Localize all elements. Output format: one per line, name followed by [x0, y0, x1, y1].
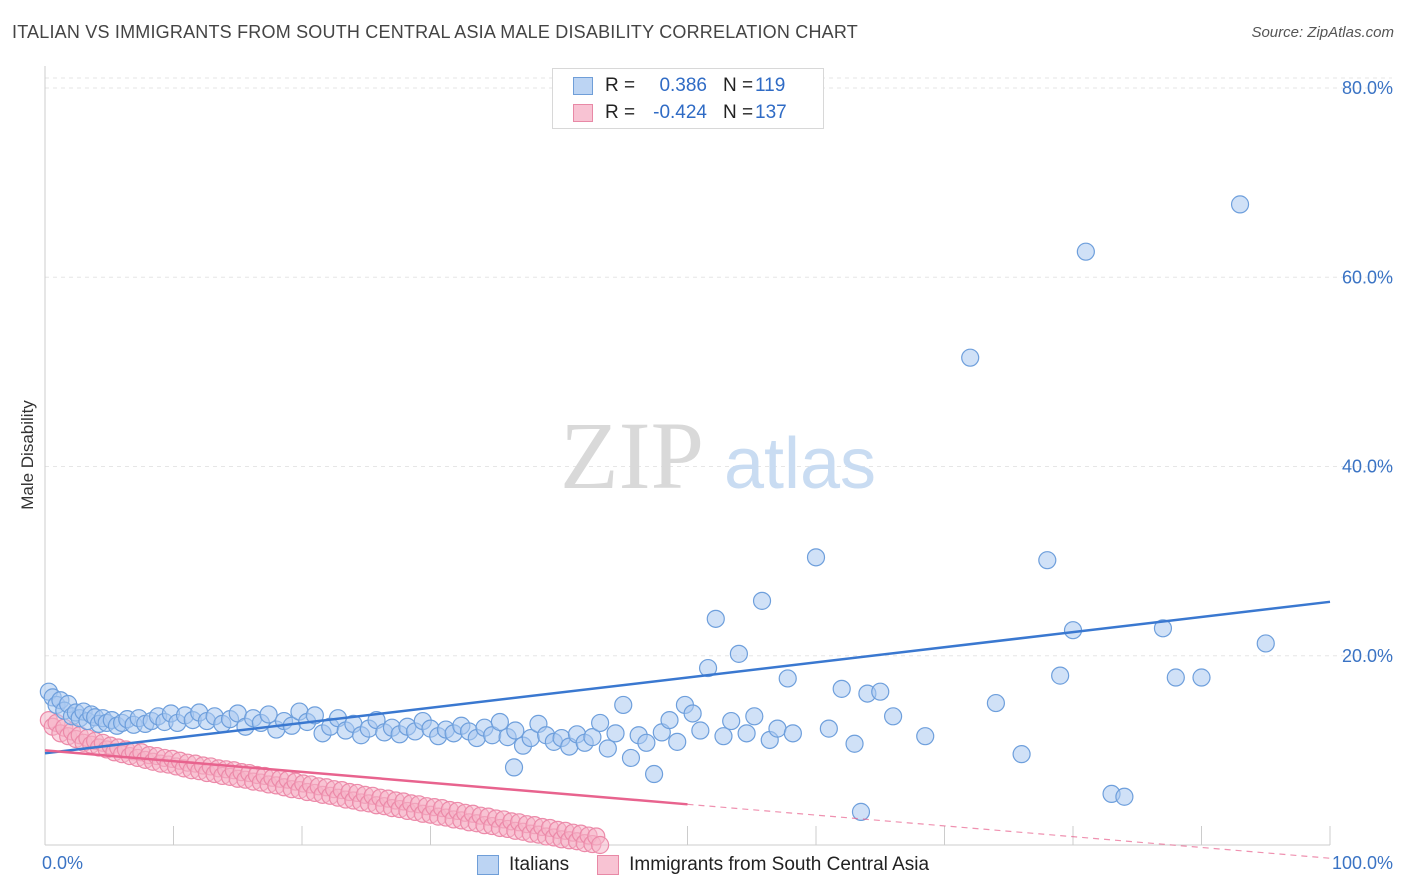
italians-point	[714, 727, 733, 746]
series-immigrants	[39, 710, 610, 855]
legend-item-italians[interactable]: Italians	[476, 854, 570, 876]
trend-lines	[44, 600, 1331, 859]
italians-point	[606, 724, 625, 743]
watermark: ZIP atlas	[560, 402, 876, 509]
y-tick-label: 20.0%	[1342, 646, 1393, 666]
italians-legend-swatch	[476, 855, 499, 875]
italians-trend-line	[44, 600, 1331, 755]
italians-point	[1038, 551, 1057, 570]
italians-point	[305, 706, 324, 725]
italians-point	[722, 711, 741, 731]
r-label: R =	[605, 102, 636, 123]
italians-point	[778, 669, 797, 688]
n-value: 119	[755, 75, 786, 96]
italians-point	[591, 713, 610, 733]
r-value: -0.424	[653, 102, 707, 123]
italians-point	[1153, 619, 1173, 638]
italians-point	[644, 764, 664, 784]
italians-point	[832, 679, 851, 698]
y-tick-label: 60.0%	[1342, 267, 1393, 287]
chart-title: ITALIAN VS IMMIGRANTS FROM SOUTH CENTRAL…	[12, 22, 858, 42]
r-value: 0.386	[659, 75, 707, 96]
r-label: R =	[605, 75, 636, 96]
italians-point	[745, 707, 764, 726]
italians-point	[1115, 787, 1134, 806]
italians-point	[683, 704, 702, 723]
italians-point	[691, 721, 710, 740]
gridlines	[45, 77, 1392, 657]
series-italians	[39, 195, 1275, 821]
immigrants-legend-swatch	[597, 855, 620, 875]
italians-point	[583, 728, 602, 747]
italians-point	[752, 591, 772, 610]
immigrants-swatch	[573, 104, 593, 122]
legend-label-immigrants: Immigrants from South Central Asia	[629, 854, 930, 875]
italians-point	[660, 710, 679, 730]
italians-point	[1166, 668, 1185, 687]
tick-labels: 20.0% 40.0% 60.0% 80.0% 0.0% 100.0%	[42, 78, 1393, 873]
italians-point	[614, 695, 633, 715]
italians-point	[819, 719, 838, 738]
legend-item-immigrants[interactable]: Immigrants from South Central Asia	[597, 854, 929, 876]
italians-point	[706, 609, 725, 628]
italians-point	[1192, 668, 1211, 687]
italians-point	[806, 548, 826, 567]
watermark-atlas: atlas	[724, 424, 876, 504]
italians-swatch	[573, 77, 593, 95]
italians-point	[961, 348, 980, 367]
italians-point	[737, 724, 756, 743]
italians-point	[729, 644, 749, 663]
italians-point	[621, 748, 641, 768]
n-value: 137	[755, 102, 787, 123]
italians-point	[668, 732, 687, 751]
stats-legend: R = 0.386 N = 119 R = -0.424 N = 137	[552, 68, 824, 129]
stats-row-italians: R = 0.386 N = 119	[573, 74, 785, 98]
x-tick-label-min: 0.0%	[42, 853, 83, 873]
italians-point	[504, 758, 524, 777]
immigrants-trend-extension	[687, 803, 1331, 859]
immigrants-point	[591, 835, 610, 855]
italians-point	[1051, 666, 1070, 685]
legend-label-italians: Italians	[508, 854, 570, 875]
italians-point	[1076, 242, 1095, 261]
x-tick-label-max: 100.0%	[1332, 853, 1393, 873]
italians-point	[851, 802, 871, 821]
italians-point	[259, 705, 278, 724]
italians-point	[768, 719, 787, 738]
italians-point	[1230, 195, 1250, 214]
italians-point	[1256, 634, 1275, 653]
stats-row-immigrants: R = -0.424 N = 137	[573, 101, 787, 125]
italians-point	[637, 733, 656, 752]
italians-point	[883, 707, 903, 726]
source-credit: Source: ZipAtlas.com	[1251, 24, 1394, 41]
italians-point	[698, 658, 718, 678]
y-tick-label: 80.0%	[1342, 78, 1393, 98]
italians-point	[845, 734, 864, 753]
italians-point	[871, 682, 890, 701]
n-label: N =	[723, 75, 754, 96]
italians-point	[986, 693, 1006, 713]
italians-point	[598, 739, 617, 758]
watermark-zip: ZIP	[560, 402, 704, 509]
italians-point	[783, 724, 802, 743]
immigrants-trend-line	[44, 749, 688, 806]
italians-point	[916, 727, 935, 746]
y-tick-label: 40.0%	[1342, 457, 1393, 477]
italians-point	[1012, 745, 1031, 764]
italians-point	[490, 712, 509, 732]
n-label: N =	[723, 102, 754, 123]
italians-point	[506, 721, 525, 740]
series-legend: Italians Immigrants from South Central A…	[0, 852, 1406, 878]
